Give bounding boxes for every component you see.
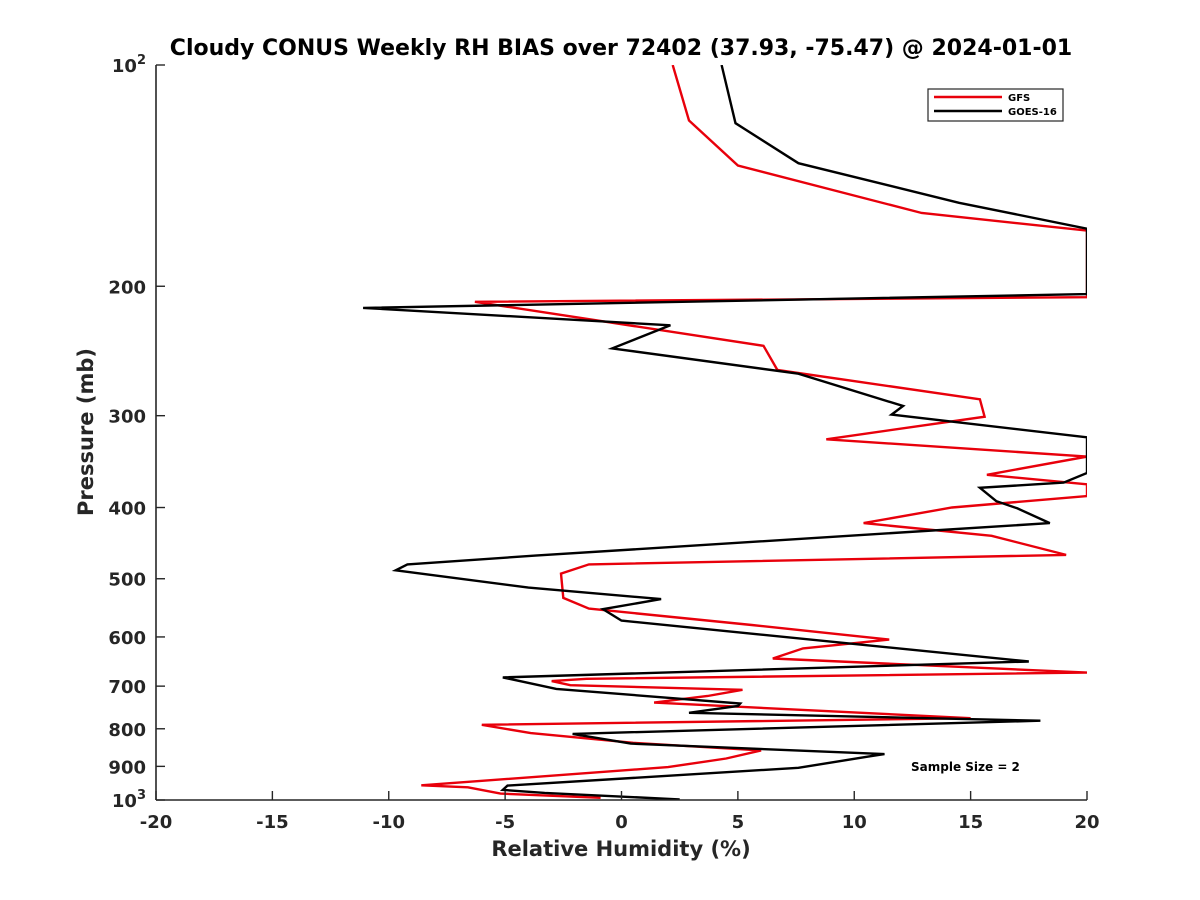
y-tick-label: 200	[108, 277, 146, 298]
series-line-goes16	[363, 65, 1087, 800]
x-tick-label: 0	[615, 812, 628, 833]
x-tick-label: -15	[256, 812, 289, 833]
x-tick-label: 15	[958, 812, 983, 833]
series-layer	[363, 65, 1087, 800]
y-tick-label: 600	[108, 628, 146, 649]
legend-label-gfs: GFS	[1008, 93, 1030, 104]
y-tick-label: 800	[108, 720, 146, 741]
y-tick-label: 500	[108, 570, 146, 591]
chart-title: Cloudy CONUS Weekly RH BIAS over 72402 (…	[170, 36, 1072, 61]
y-tick-label: 700	[108, 677, 146, 698]
series-line-gfs	[421, 65, 1087, 799]
x-tick-label: -5	[495, 812, 515, 833]
y-tick-label: 102	[112, 53, 146, 77]
sample-size-annotation: Sample Size = 2	[911, 760, 1020, 774]
y-tick-label: 400	[108, 499, 146, 520]
y-tick-label: 300	[108, 407, 146, 428]
x-tick-label: 10	[842, 812, 867, 833]
legend-box	[927, 88, 1064, 122]
y-tick-label: 103	[112, 788, 146, 812]
ticks-layer: -20 -15 -10 -5 0 5 10 15 20 102 200 300 400 500 600 700…	[108, 53, 1099, 833]
x-tick-label: 20	[1074, 812, 1099, 833]
legend-label-goes16: GOES-16	[1008, 107, 1057, 118]
x-tick-label: -20	[140, 812, 173, 833]
y-tick-label: 900	[108, 757, 146, 778]
legend: GFS GOES-16	[927, 88, 1064, 122]
x-axis-label: Relative Humidity (%)	[491, 837, 750, 861]
y-axis-label: Pressure (mb)	[74, 348, 98, 516]
x-tick-label: 5	[732, 812, 745, 833]
x-tick-label: -10	[372, 812, 405, 833]
